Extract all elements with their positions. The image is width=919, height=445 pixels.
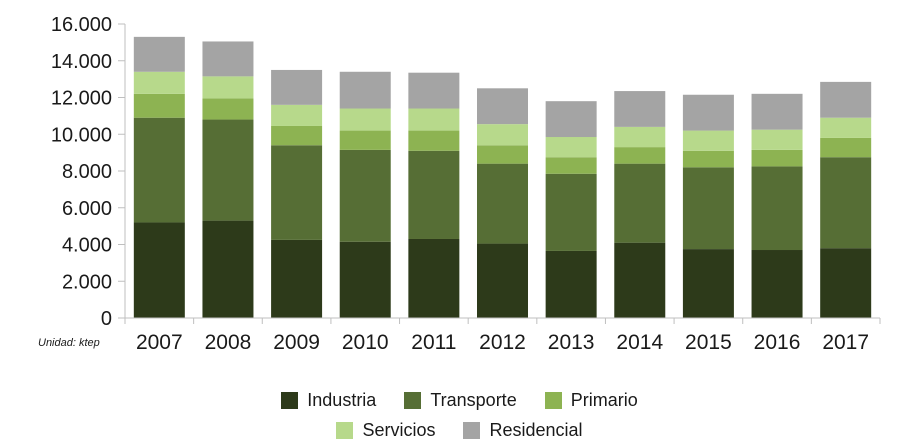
bar-segment-industria-2010 — [339, 241, 391, 318]
bar-segment-primario-2013 — [545, 157, 597, 174]
bar-segment-primario-2011 — [408, 130, 460, 151]
bar-segment-transporte-2008 — [202, 119, 254, 221]
bar-segment-residencial-2009 — [271, 69, 323, 105]
bar-segment-industria-2017 — [820, 248, 872, 318]
bar-segment-transporte-2012 — [477, 163, 528, 244]
legend-item-transporte: Transporte — [404, 390, 517, 411]
bar-segment-servicios-2017 — [820, 117, 872, 138]
bar-segment-primario-2010 — [339, 130, 391, 150]
bar-segment-servicios-2009 — [271, 104, 323, 126]
bar-segment-transporte-2007 — [133, 117, 185, 223]
bar-segment-servicios-2013 — [545, 137, 597, 158]
legend-label: Primario — [570, 390, 638, 410]
bar-segment-transporte-2015 — [682, 167, 734, 250]
bar-segment-primario-2017 — [820, 137, 872, 158]
legend-label: Transporte — [430, 390, 517, 410]
bar-segment-industria-2016 — [751, 250, 803, 318]
bar-segment-residencial-2012 — [477, 88, 528, 125]
y-tick-label: 6.000 — [62, 198, 112, 220]
legend-label: Residencial — [489, 420, 583, 440]
legend-item-industria: Industria — [281, 390, 376, 411]
bar-segment-servicios-2012 — [477, 124, 528, 146]
bar-segment-servicios-2015 — [682, 130, 734, 151]
legend-label: Industria — [307, 390, 377, 410]
bar-segment-residencial-2007 — [133, 36, 185, 72]
legend-swatch — [544, 392, 562, 409]
bar-segment-transporte-2017 — [820, 157, 872, 249]
bar-segment-industria-2014 — [614, 242, 666, 318]
legend-item-residencial: Residencial — [463, 420, 583, 441]
x-tick-label: 2017 — [822, 331, 869, 354]
bar-segment-primario-2008 — [202, 98, 254, 120]
bar-segment-industria-2007 — [133, 222, 185, 318]
bar-segment-servicios-2007 — [133, 71, 185, 94]
bar-segment-residencial-2010 — [339, 71, 391, 109]
x-tick-label: 2010 — [342, 331, 389, 354]
y-tick-label: 2.000 — [62, 271, 112, 293]
bar-segment-transporte-2010 — [339, 149, 391, 242]
legend-row-2: Servicios Residencial — [0, 420, 919, 441]
bar-segment-residencial-2015 — [682, 94, 734, 131]
x-tick-label: 2013 — [548, 331, 595, 354]
x-tick-label: 2015 — [685, 331, 732, 354]
bar-segment-primario-2015 — [682, 150, 734, 168]
legend-item-servicios: Servicios — [336, 420, 435, 441]
y-tick-label: 12.000 — [51, 88, 112, 110]
bar-segment-servicios-2016 — [751, 129, 803, 150]
x-tick-label: 2007 — [136, 331, 183, 354]
legend-swatch — [404, 392, 422, 409]
legend-swatch — [463, 422, 481, 439]
bar-segment-industria-2013 — [545, 250, 597, 318]
y-tick-label: 4.000 — [62, 235, 112, 257]
bar-segment-transporte-2011 — [408, 150, 460, 239]
plot-area — [133, 36, 872, 318]
y-tick-label: 8.000 — [62, 161, 112, 183]
bar-segment-residencial-2008 — [202, 41, 254, 77]
x-tick-label: 2009 — [273, 331, 320, 354]
legend-swatch — [281, 392, 299, 409]
bar-segment-servicios-2011 — [408, 108, 460, 131]
bar-segment-primario-2016 — [751, 149, 803, 167]
bar-segment-residencial-2011 — [408, 72, 460, 109]
bar-segment-transporte-2016 — [751, 166, 803, 251]
bar-segment-servicios-2010 — [339, 108, 391, 131]
x-tick-label: 2016 — [754, 331, 801, 354]
bar-segment-industria-2011 — [408, 238, 460, 318]
bar-segment-residencial-2016 — [751, 93, 803, 130]
bar-segment-industria-2008 — [202, 220, 254, 318]
legend-item-primario: Primario — [544, 390, 638, 411]
bar-segment-residencial-2014 — [614, 91, 666, 127]
legend-swatch — [336, 422, 354, 439]
legend-row-1: Industria Transporte Primario — [0, 390, 919, 411]
y-tick-label: 14.000 — [51, 51, 112, 73]
x-tick-label: 2011 — [411, 331, 456, 354]
x-tick-label: 2012 — [479, 331, 526, 354]
y-tick-label: 16.000 — [51, 14, 112, 36]
bar-segment-primario-2009 — [271, 125, 323, 146]
bar-segment-transporte-2013 — [545, 173, 597, 251]
bar-segment-transporte-2009 — [271, 145, 323, 240]
bar-segment-primario-2012 — [477, 145, 528, 164]
bar-segment-servicios-2014 — [614, 126, 666, 148]
legend-label: Servicios — [362, 420, 436, 440]
bar-segment-servicios-2008 — [202, 76, 254, 99]
y-tick-label: 10.000 — [51, 124, 112, 146]
bar-segment-transporte-2014 — [614, 163, 666, 243]
bar-segment-industria-2015 — [682, 249, 734, 318]
y-tick-label: 0 — [101, 308, 112, 330]
bar-segment-residencial-2013 — [545, 101, 597, 138]
bar-segment-residencial-2017 — [820, 81, 872, 118]
x-tick-label: 2014 — [616, 331, 663, 354]
unit-label: Unidad: ktep — [38, 337, 100, 349]
bar-segment-industria-2012 — [477, 243, 528, 318]
x-tick-label: 2008 — [205, 331, 252, 354]
bar-segment-industria-2009 — [271, 239, 323, 318]
bar-segment-primario-2007 — [133, 93, 185, 118]
bar-segment-primario-2014 — [614, 147, 666, 164]
